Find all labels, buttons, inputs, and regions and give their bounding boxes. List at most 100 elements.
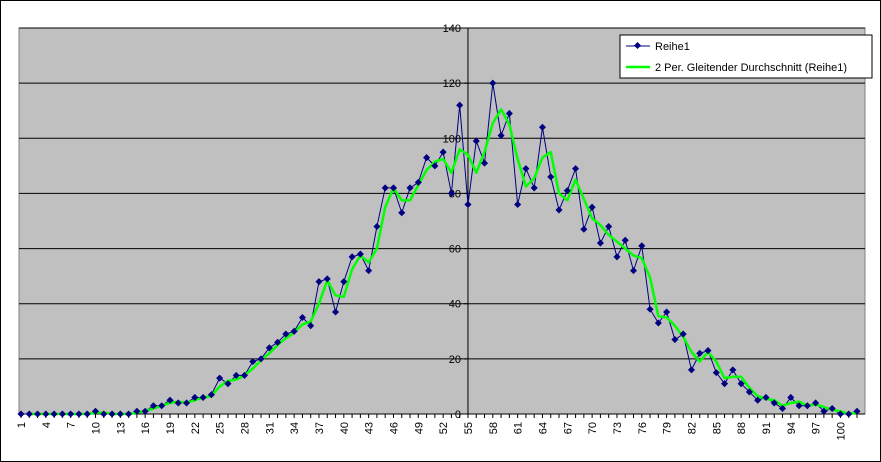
data-point-reihe1 — [572, 165, 580, 173]
data-point-reihe1 — [257, 355, 265, 363]
x-tick-label: 100 — [835, 422, 847, 440]
data-point-reihe1 — [149, 402, 157, 410]
data-point-reihe1 — [828, 404, 836, 413]
x-tick-label: 49 — [413, 422, 425, 434]
data-point-reihe1 — [514, 200, 522, 208]
legend-label-reihe1: Reihe1 — [655, 41, 690, 53]
data-point-reihe1 — [555, 206, 563, 214]
data-point-reihe1 — [489, 79, 497, 87]
data-point-reihe1 — [663, 308, 671, 316]
x-tick-label: 55 — [463, 422, 475, 434]
x-tick-label: 58 — [488, 422, 500, 434]
x-tick-label: 64 — [537, 422, 549, 434]
x-tick-label: 85 — [711, 422, 723, 434]
data-point-reihe1 — [398, 209, 406, 217]
data-point-reihe1 — [464, 200, 472, 208]
x-tick-label: 13 — [115, 422, 127, 434]
data-point-reihe1 — [42, 410, 50, 418]
y-tick-label: 140 — [443, 23, 461, 35]
data-point-reihe1 — [67, 410, 75, 418]
data-point-reihe1 — [563, 187, 571, 195]
x-tick-label: 91 — [761, 422, 773, 434]
data-point-reihe1 — [58, 410, 66, 418]
data-point-reihe1 — [166, 396, 174, 404]
data-point-reihe1 — [274, 338, 282, 346]
x-tick-label: 82 — [686, 422, 698, 434]
data-point-reihe1 — [307, 322, 315, 330]
x-tick-label: 88 — [736, 422, 748, 434]
x-tick-label: 76 — [637, 422, 649, 434]
data-point-reihe1 — [174, 399, 182, 407]
data-point-reihe1 — [290, 327, 298, 335]
data-point-reihe1 — [820, 407, 828, 415]
data-point-reihe1 — [34, 410, 42, 418]
data-point-reihe1 — [414, 178, 422, 186]
data-point-reihe1 — [406, 184, 414, 192]
y-tick-label: 60 — [449, 244, 461, 256]
data-point-reihe1 — [431, 162, 439, 170]
data-point-reihe1 — [480, 159, 489, 167]
data-point-reihe1 — [580, 225, 588, 233]
data-point-reihe1 — [522, 165, 530, 173]
data-point-reihe1 — [729, 366, 737, 374]
series-line-moving-average — [29, 108, 858, 416]
data-point-reihe1 — [853, 407, 861, 415]
data-point-reihe1 — [605, 222, 613, 231]
data-point-reihe1 — [721, 380, 729, 388]
data-point-reihe1 — [596, 239, 604, 247]
axes — [19, 28, 865, 415]
data-point-reihe1 — [704, 347, 712, 355]
data-point-reihe1 — [100, 410, 108, 418]
x-tick-label: 19 — [165, 422, 177, 434]
data-point-reihe1 — [199, 393, 207, 401]
data-point-reihe1 — [331, 308, 340, 316]
x-tick-label: 28 — [239, 422, 251, 434]
x-tick-label: 61 — [513, 422, 525, 434]
data-point-reihe1 — [547, 173, 555, 181]
data-point-reihe1 — [323, 275, 331, 283]
legend-box — [619, 34, 873, 79]
gridlines — [19, 27, 865, 360]
x-tick-label: 10 — [90, 422, 102, 434]
data-point-reihe1 — [696, 349, 704, 357]
y-tick-label: 20 — [449, 354, 461, 366]
data-point-reihe1 — [588, 203, 596, 211]
x-tick-label: 97 — [811, 422, 823, 434]
data-point-reihe1 — [745, 388, 753, 396]
data-point-reihe1 — [654, 319, 662, 327]
data-point-reihe1 — [638, 242, 646, 250]
plot-area — [18, 27, 866, 415]
data-point-reihe1 — [530, 184, 538, 192]
data-point-reihe1 — [232, 371, 240, 379]
legend-marker-reihe1 — [633, 41, 642, 50]
x-tick-label: 7 — [66, 422, 78, 428]
data-point-reihe1 — [365, 267, 373, 275]
data-point-reihe1 — [538, 123, 547, 131]
data-point-reihe1 — [762, 393, 770, 401]
x-tick-label: 22 — [190, 422, 202, 434]
data-point-reihe1 — [687, 366, 695, 374]
data-point-reihe1 — [737, 380, 745, 388]
data-point-reihe1 — [812, 399, 820, 407]
x-tick-label: 40 — [339, 422, 351, 434]
data-point-reihe1 — [265, 344, 273, 352]
data-point-reihe1 — [133, 407, 141, 415]
data-point-reihe1 — [340, 278, 348, 286]
data-point-reihe1 — [389, 184, 398, 192]
data-point-reihe1 — [191, 393, 199, 401]
x-tick-label: 37 — [314, 422, 326, 434]
data-point-reihe1 — [17, 410, 25, 418]
x-tick-label: 79 — [662, 422, 674, 434]
data-point-reihe1 — [249, 358, 257, 366]
data-point-reihe1 — [795, 402, 803, 410]
data-point-reihe1 — [125, 410, 133, 418]
x-tick-label: 34 — [289, 422, 301, 434]
data-point-reihe1 — [356, 250, 364, 258]
legend-label-moving-average: 2 Per. Gleitender Durchschnitt (Reihe1) — [655, 62, 847, 74]
y-tick-label: 0 — [455, 409, 461, 421]
x-tick-label: 94 — [786, 422, 798, 434]
data-point-reihe1 — [158, 402, 166, 410]
data-point-reihe1 — [83, 410, 91, 418]
